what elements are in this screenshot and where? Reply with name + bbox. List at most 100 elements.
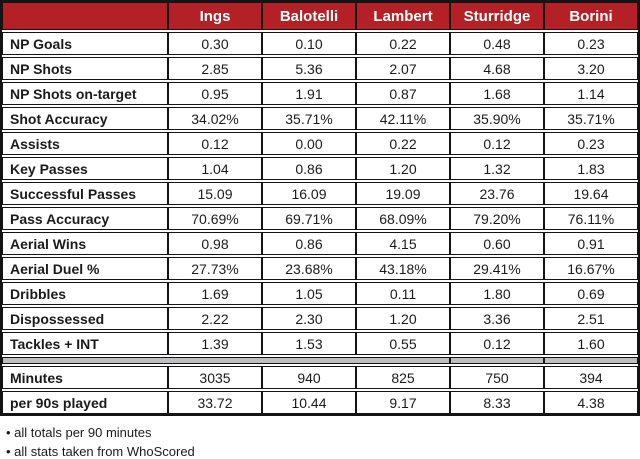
stat-cell: 0.69 — [544, 282, 638, 305]
header-row: Ings Balotelli Lambert Sturridge Borini — [2, 2, 638, 30]
stat-cell: 2.51 — [544, 307, 638, 330]
separator-cell — [544, 357, 638, 364]
column-header-borini: Borini — [544, 2, 638, 30]
row-label: Aerial Wins — [2, 232, 168, 255]
stat-cell: 0.23 — [544, 132, 638, 155]
table-row: Aerial Wins 0.98 0.86 4.15 0.60 0.91 — [2, 232, 638, 255]
stat-cell: 19.09 — [356, 182, 450, 205]
table-row: Pass Accuracy 70.69% 69.71% 68.09% 79.20… — [2, 207, 638, 230]
player-stats-table: Ings Balotelli Lambert Sturridge Borini … — [0, 0, 640, 416]
stat-cell: 0.55 — [356, 332, 450, 355]
stat-cell: 3035 — [168, 366, 262, 389]
stat-cell: 825 — [356, 366, 450, 389]
stat-cell: 35.71% — [262, 107, 356, 130]
stat-cell: 23.76 — [450, 182, 544, 205]
column-header-balotelli: Balotelli — [262, 2, 356, 30]
footnote-line: • all stats taken from WhoScored — [6, 444, 195, 459]
stat-cell: 2.07 — [356, 57, 450, 80]
stat-cell: 940 — [262, 366, 356, 389]
stat-cell: 8.33 — [450, 391, 544, 414]
stat-cell: 0.91 — [544, 232, 638, 255]
column-header-sturridge: Sturridge — [450, 2, 544, 30]
stat-cell: 1.20 — [356, 307, 450, 330]
row-label: Key Passes — [2, 157, 168, 180]
stat-cell: 3.20 — [544, 57, 638, 80]
separator-row — [2, 357, 638, 364]
table-row: Dispossessed 2.22 2.30 1.20 3.36 2.51 — [2, 307, 638, 330]
stat-cell: 2.22 — [168, 307, 262, 330]
stat-cell: 0.95 — [168, 82, 262, 105]
table-row: Key Passes 1.04 0.86 1.20 1.32 1.83 — [2, 157, 638, 180]
stat-cell: 35.90% — [450, 107, 544, 130]
stat-cell: 1.53 — [262, 332, 356, 355]
stat-cell: 0.22 — [356, 132, 450, 155]
stat-cell: 750 — [450, 366, 544, 389]
stat-cell: 35.71% — [544, 107, 638, 130]
corner-cell — [2, 2, 168, 30]
stat-cell: 1.32 — [450, 157, 544, 180]
stat-cell: 1.83 — [544, 157, 638, 180]
stat-cell: 0.12 — [168, 132, 262, 155]
row-label: Pass Accuracy — [2, 207, 168, 230]
stat-cell: 1.68 — [450, 82, 544, 105]
table-row: Assists 0.12 0.00 0.22 0.12 0.23 — [2, 132, 638, 155]
stat-cell: 1.39 — [168, 332, 262, 355]
table-row: NP Shots 2.85 5.36 2.07 4.68 3.20 — [2, 57, 638, 80]
stat-cell: 27.73% — [168, 257, 262, 280]
stat-cell: 1.91 — [262, 82, 356, 105]
stat-cell: 19.64 — [544, 182, 638, 205]
row-label: NP Goals — [2, 32, 168, 55]
stat-cell: 4.15 — [356, 232, 450, 255]
stat-cell: 43.18% — [356, 257, 450, 280]
stat-cell: 9.17 — [356, 391, 450, 414]
stat-cell: 0.87 — [356, 82, 450, 105]
stat-cell: 0.48 — [450, 32, 544, 55]
row-label: Minutes — [2, 366, 168, 389]
stat-cell: 1.80 — [450, 282, 544, 305]
table-row: NP Shots on-target 0.95 1.91 0.87 1.68 1… — [2, 82, 638, 105]
table-row: Aerial Duel % 27.73% 23.68% 43.18% 29.41… — [2, 257, 638, 280]
row-label: NP Shots — [2, 57, 168, 80]
row-label: per 90s played — [2, 391, 168, 414]
stat-cell: 70.69% — [168, 207, 262, 230]
stat-cell: 33.72 — [168, 391, 262, 414]
stat-cell: 0.86 — [262, 232, 356, 255]
stat-cell: 0.00 — [262, 132, 356, 155]
stat-cell: 0.86 — [262, 157, 356, 180]
stat-cell: 42.11% — [356, 107, 450, 130]
stat-cell: 394 — [544, 366, 638, 389]
stat-cell: 1.05 — [262, 282, 356, 305]
table-row: Dribbles 1.69 1.05 0.11 1.80 0.69 — [2, 282, 638, 305]
stat-cell: 0.30 — [168, 32, 262, 55]
table-row: NP Goals 0.30 0.10 0.22 0.48 0.23 — [2, 32, 638, 55]
table-row: Tackles + INT 1.39 1.53 0.55 0.12 1.60 — [2, 332, 638, 355]
stat-cell: 0.12 — [450, 332, 544, 355]
stat-cell: 29.41% — [450, 257, 544, 280]
stat-cell: 2.30 — [262, 307, 356, 330]
stat-cell: 23.68% — [262, 257, 356, 280]
separator-cell — [2, 357, 450, 364]
stat-cell: 1.20 — [356, 157, 450, 180]
stat-cell: 1.04 — [168, 157, 262, 180]
column-header-ings: Ings — [168, 2, 262, 30]
row-label: Tackles + INT — [2, 332, 168, 355]
stat-cell: 0.10 — [262, 32, 356, 55]
row-label: NP Shots on-target — [2, 82, 168, 105]
row-label: Successful Passes — [2, 182, 168, 205]
stat-cell: 0.98 — [168, 232, 262, 255]
stat-cell: 16.09 — [262, 182, 356, 205]
row-label: Dribbles — [2, 282, 168, 305]
stat-cell: 10.44 — [262, 391, 356, 414]
stat-cell: 16.67% — [544, 257, 638, 280]
column-header-lambert: Lambert — [356, 2, 450, 30]
stat-cell: 1.69 — [168, 282, 262, 305]
stat-cell: 5.36 — [262, 57, 356, 80]
stat-cell: 0.60 — [450, 232, 544, 255]
table-row: Shot Accuracy 34.02% 35.71% 42.11% 35.90… — [2, 107, 638, 130]
stat-cell: 76.11% — [544, 207, 638, 230]
row-label: Dispossessed — [2, 307, 168, 330]
row-label: Aerial Duel % — [2, 257, 168, 280]
separator-cell — [450, 357, 544, 364]
stat-cell: 34.02% — [168, 107, 262, 130]
stat-cell: 0.11 — [356, 282, 450, 305]
